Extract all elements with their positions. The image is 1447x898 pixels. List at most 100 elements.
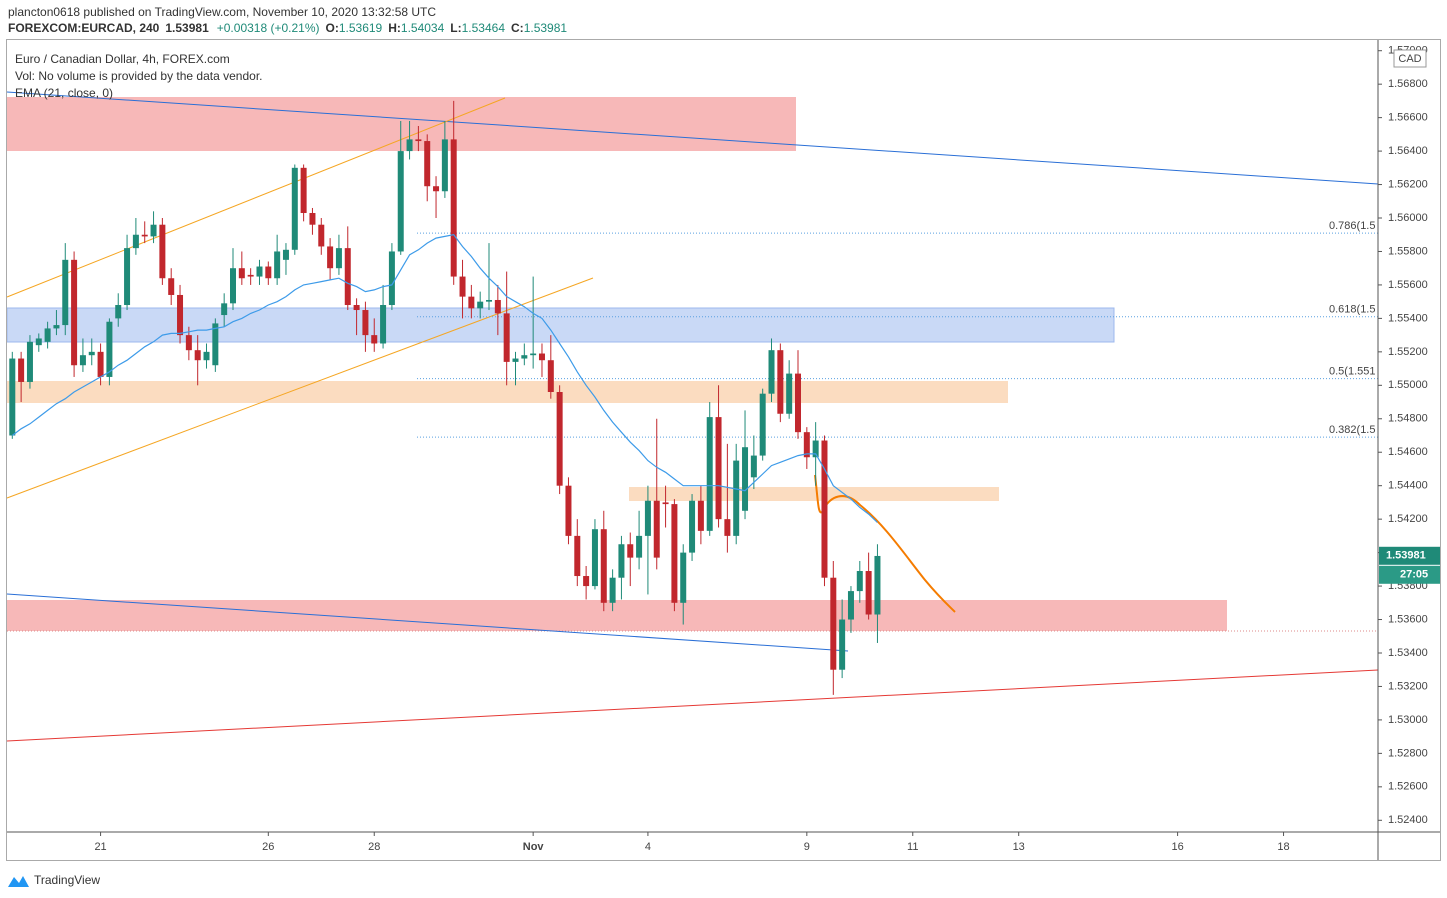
candle-body (397, 151, 404, 252)
candle-body (79, 355, 86, 366)
candle-body (265, 266, 272, 279)
y-tick-label: 1.52400 (1388, 814, 1428, 826)
candle-body (812, 440, 819, 458)
supply-zone (7, 97, 796, 151)
candle-body (141, 234, 148, 237)
candle-body (468, 296, 475, 309)
candle-body (291, 167, 298, 250)
y-tick-label: 1.54800 (1388, 413, 1428, 425)
candle-body (538, 353, 545, 361)
candle-body (238, 268, 245, 279)
candle-body (486, 299, 493, 302)
x-tick-label: 28 (368, 841, 380, 853)
candle-body (662, 502, 669, 505)
volume-note: Vol: No volume is provided by the data v… (15, 69, 262, 83)
fib-label: 0.5(1.551 (1329, 366, 1375, 378)
candle-body (168, 278, 175, 295)
candle-body (433, 186, 440, 192)
candle-body (591, 529, 598, 587)
candle-body (724, 519, 731, 536)
candle-body (150, 224, 157, 237)
candle-body (503, 313, 510, 362)
candle-body (203, 351, 210, 361)
candle-body (830, 577, 837, 670)
x-tick-label: 26 (262, 841, 274, 853)
candle-body (106, 321, 113, 377)
candle-body (159, 224, 166, 279)
x-tick-label: Nov (523, 841, 545, 853)
candle-body (344, 248, 351, 306)
candle-body (459, 276, 466, 297)
candle-body (327, 246, 334, 269)
open-label: O: (326, 21, 339, 35)
candle-body (318, 224, 325, 247)
candle-body (212, 323, 219, 366)
candle-body (786, 373, 793, 414)
candle-body (380, 305, 387, 344)
change: +0.00318 (+0.21%) (217, 21, 320, 35)
candle-body (115, 305, 122, 319)
candle-body (450, 139, 457, 277)
candle-body (680, 552, 687, 603)
close-label: C: (511, 21, 524, 35)
candle-body (733, 460, 740, 536)
candle-body (274, 251, 281, 279)
y-tick-label: 1.55400 (1388, 312, 1428, 324)
candle-body (185, 335, 192, 351)
candle-body (424, 141, 431, 187)
candle-body (521, 355, 528, 359)
indicator-legend: EMA (21, close, 0) (15, 86, 113, 100)
y-tick-label: 1.56400 (1388, 145, 1428, 157)
candle-body (512, 358, 519, 362)
chart-title: Euro / Canadian Dollar, 4h, FOREX.com (15, 52, 230, 66)
ema-line (11, 234, 878, 523)
low: 1.53464 (462, 21, 506, 35)
x-tick-label: 9 (804, 841, 810, 853)
channel-line (6, 97, 506, 298)
y-tick-label: 1.54200 (1388, 513, 1428, 525)
candle-body (768, 350, 775, 394)
channel-line (6, 277, 594, 499)
candle-body (794, 373, 801, 433)
fib-label: 0.786(1.5 (1329, 220, 1375, 232)
y-tick-label: 1.53600 (1388, 613, 1428, 625)
candle-body (18, 358, 25, 382)
candle-body (574, 535, 581, 577)
candle-body (742, 447, 749, 511)
candle-body (600, 529, 607, 603)
demand-zone (7, 600, 1227, 631)
brand: TradingView (34, 873, 100, 887)
y-tick-label: 1.54400 (1388, 480, 1428, 492)
symbol: FOREXCOM:EURCAD, 240 (8, 21, 160, 35)
y-tick-label: 1.56600 (1388, 112, 1428, 124)
zone (6, 307, 1115, 343)
y-tick-label: 1.52600 (1388, 781, 1428, 793)
frame (6, 39, 1441, 861)
y-tick-label: 1.56000 (1388, 212, 1428, 224)
candle-body (53, 325, 60, 329)
candle-body (759, 393, 766, 456)
low-label: L: (450, 21, 461, 35)
candle-body (477, 301, 484, 309)
y-tick-label: 1.53000 (1388, 714, 1428, 726)
trendline (6, 669, 1379, 742)
candle-body (847, 591, 854, 620)
forecast-path (814, 474, 956, 613)
x-tick-label: 11 (907, 841, 918, 853)
candle-body (229, 268, 236, 304)
candle-body (865, 571, 872, 615)
candle-body (353, 305, 360, 311)
logo (8, 876, 29, 887)
candle-body (636, 535, 643, 558)
candle-body (309, 212, 316, 225)
candle-body (671, 504, 678, 603)
y-tick-label: 1.54600 (1388, 446, 1428, 458)
candle-body (335, 248, 342, 269)
high-label: H: (388, 21, 401, 35)
symbol-line: FOREXCOM:EURCAD, 240 1.53981 +0.00318 (+0.… (8, 21, 567, 35)
candle-body (653, 500, 660, 558)
x-tick-label: 4 (645, 841, 651, 853)
currency-box (1393, 49, 1427, 68)
candle-body (556, 392, 563, 486)
